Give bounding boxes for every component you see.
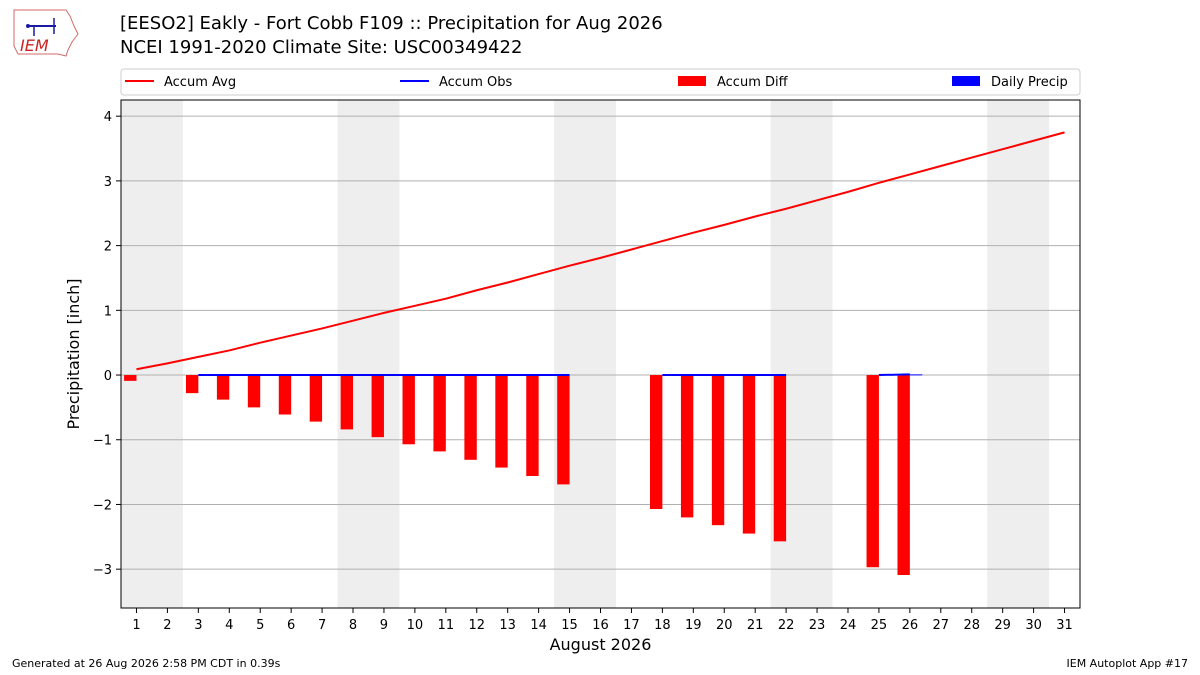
x-tick-label: 20: [716, 618, 733, 633]
accum-diff-bar: [866, 375, 879, 568]
x-tick-label: 1: [132, 618, 140, 633]
y-tick-label: −1: [93, 434, 112, 449]
x-tick-label: 31: [1056, 618, 1073, 633]
accum-diff-bar: [495, 375, 508, 468]
chart-subtitle: NCEI 1991-2020 Climate Site: USC00349422: [120, 37, 523, 58]
y-tick-label: −2: [93, 498, 112, 513]
weekend-band: [554, 100, 616, 608]
legend-label: Accum Avg: [164, 75, 236, 90]
legend-label: Daily Precip: [991, 75, 1068, 90]
x-tick-label: 3: [194, 618, 202, 633]
x-tick-label: 19: [685, 618, 702, 633]
accum-diff-bar: [897, 375, 910, 575]
legend: Accum Avg Accum Obs Accum Diff Daily Precip: [120, 68, 1081, 96]
accum-diff-bar: [742, 375, 756, 534]
x-tick-label: 2: [163, 618, 171, 633]
x-tick-label: 5: [256, 618, 264, 633]
x-tick-label: 16: [592, 618, 609, 633]
app-credit: IEM Autoplot App #17: [1066, 657, 1189, 670]
accum-diff-bar: [185, 375, 199, 394]
x-tick-label: 9: [380, 618, 388, 633]
accum-obs-line: [878, 373, 910, 377]
accum-diff-bars: [124, 374, 923, 575]
accum-diff-bar: [371, 375, 384, 438]
accum-diff-bar: [433, 375, 446, 452]
weekend-band: [337, 100, 400, 608]
x-tick-label: 11: [438, 618, 455, 633]
x-tick-label: 29: [994, 618, 1011, 633]
x-tick-label: 26: [902, 618, 919, 633]
accum-diff-bar: [557, 375, 570, 485]
x-tick-label: 6: [287, 618, 295, 633]
generated-timestamp: Generated at 26 Aug 2026 2:58 PM CDT in …: [12, 657, 281, 670]
accum-diff-bar: [526, 375, 539, 476]
y-tick-label: 2: [104, 240, 112, 255]
x-tick-label: 28: [963, 618, 980, 633]
x-tick-label: 25: [871, 618, 888, 633]
y-tick-label: 3: [104, 175, 112, 190]
x-tick-label: 21: [747, 618, 764, 633]
accum-diff-bar: [402, 375, 415, 445]
accum-diff-bar: [216, 375, 230, 400]
x-tick-label: 13: [499, 618, 516, 633]
accum-diff-bar: [464, 375, 477, 460]
legend-bar-swatch: [678, 76, 706, 86]
x-tick-label: 4: [225, 618, 233, 633]
accum-diff-bar: [278, 375, 292, 415]
x-tick-label: 10: [407, 618, 424, 633]
x-tick-label: 17: [623, 618, 640, 633]
iem-logo-graphic: IEM: [13, 9, 79, 57]
x-tick-label: 14: [530, 618, 547, 633]
iem-logo: IEM: [8, 6, 80, 60]
x-tick-label: 18: [654, 618, 671, 633]
accum-diff-bar: [711, 375, 725, 526]
x-tick-label: 24: [840, 618, 857, 633]
legend-box: [120, 68, 1081, 96]
accum-diff-bar: [773, 375, 787, 542]
accum-diff-bar: [680, 375, 694, 518]
logo-text: IEM: [20, 36, 49, 55]
accum-diff-bar: [340, 375, 354, 430]
x-axis-label: August 2026: [550, 635, 652, 654]
x-tick-label: 12: [468, 618, 485, 633]
accum-diff-bar: [649, 375, 663, 509]
x-tick-label: 22: [778, 618, 795, 633]
weekend-shading: [121, 100, 1050, 608]
y-tick-label: −3: [93, 563, 112, 578]
x-tick-label: 27: [933, 618, 950, 633]
y-axis-ticks: −3 −2 −1 0 1 2 3 4: [93, 110, 121, 578]
y-tick-label: 1: [104, 304, 112, 319]
y-axis-label: Precipitation [inch]: [64, 278, 83, 429]
x-tick-label: 30: [1025, 618, 1042, 633]
legend-label: Accum Diff: [717, 75, 789, 90]
weekend-band: [121, 100, 183, 608]
y-tick-label: 4: [104, 110, 112, 125]
y-tick-label: 0: [104, 369, 112, 384]
accum-diff-bar: [124, 375, 137, 381]
daily-precip-bar: [909, 374, 923, 376]
x-tick-label: 15: [561, 618, 578, 633]
x-tick-label: 8: [349, 618, 357, 633]
accum-diff-bar: [247, 375, 261, 408]
legend-bar-swatch: [952, 76, 980, 86]
accum-diff-bar: [309, 375, 323, 422]
x-tick-label: 7: [318, 618, 326, 633]
x-axis-ticks: 1 2 3 4 5 6 7 8 9 10 11 12 13 14 15 16 17 18 19 20 21 22 23 24 2…: [132, 608, 1073, 633]
weekend-band: [987, 100, 1050, 608]
chart-title: [EESO2] Eakly - Fort Cobb F109 :: Precip…: [120, 13, 663, 34]
accum-avg-line: [136, 131, 1065, 371]
legend-label: Accum Obs: [439, 75, 512, 90]
x-tick-label: 23: [809, 618, 826, 633]
series-lines: [136, 131, 1065, 377]
